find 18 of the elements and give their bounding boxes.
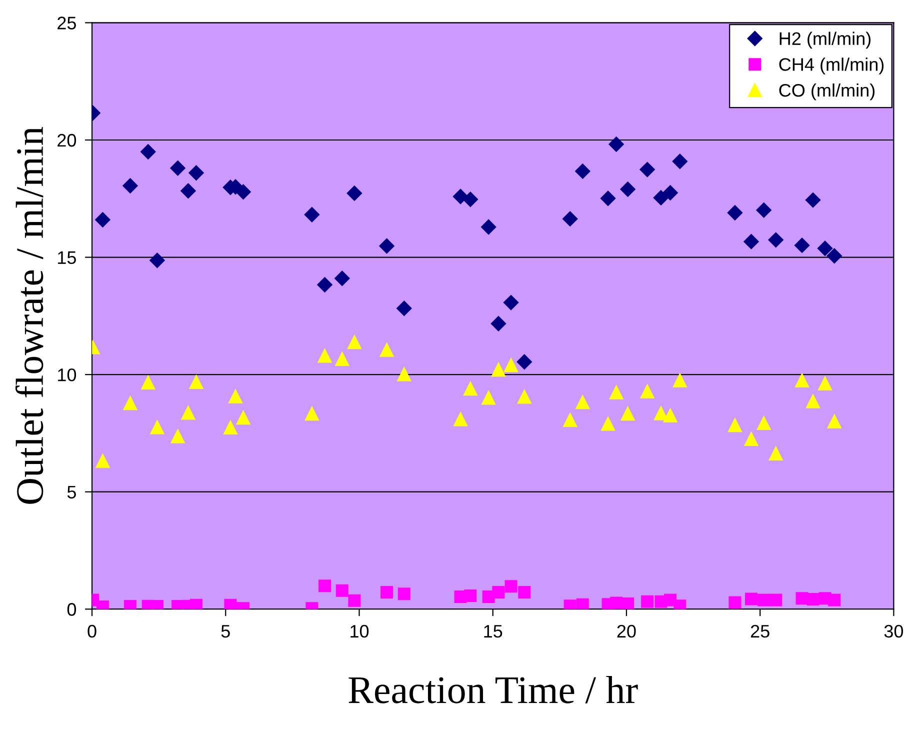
x-tick-label: 0 xyxy=(88,624,96,638)
y-tick-label: 15 xyxy=(58,251,76,264)
legend-label: H2 (ml/min) xyxy=(780,32,871,49)
x-tick-label: 5 xyxy=(221,625,230,638)
x-tick-label: 10 xyxy=(350,624,369,638)
y-tick-label: 20 xyxy=(58,134,76,147)
y-axis-title: Outlet flowrate / ml/min xyxy=(15,126,44,504)
legend-label: CH4 (ml/min) xyxy=(779,58,884,74)
x-tick-label: 20 xyxy=(617,624,636,638)
y-tick-label: 10 xyxy=(58,368,76,382)
x-tick-label: 25 xyxy=(750,624,770,638)
y-tick-label: 25 xyxy=(58,16,76,30)
y-tick-label: 5 xyxy=(67,486,76,499)
x-tick-label: 30 xyxy=(884,624,904,638)
x-axis-title: Reaction Time / hr xyxy=(348,676,638,704)
x-tick-label: 15 xyxy=(484,625,502,638)
y-tick-label: 0 xyxy=(67,603,76,616)
legend-label: CO (ml/min) xyxy=(779,83,875,100)
